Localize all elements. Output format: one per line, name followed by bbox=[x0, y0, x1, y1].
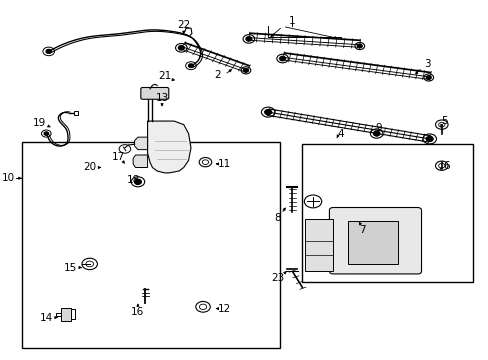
Text: 7: 7 bbox=[358, 225, 365, 235]
Polygon shape bbox=[305, 219, 333, 271]
Circle shape bbox=[46, 49, 51, 53]
Text: 16: 16 bbox=[131, 307, 144, 317]
Bar bbox=[22, 143, 280, 348]
Text: 5: 5 bbox=[440, 116, 447, 126]
Circle shape bbox=[264, 110, 271, 114]
Circle shape bbox=[245, 37, 251, 41]
Text: 22: 22 bbox=[177, 19, 190, 30]
Text: 2: 2 bbox=[214, 69, 221, 80]
Polygon shape bbox=[134, 137, 147, 150]
Circle shape bbox=[426, 76, 430, 79]
Circle shape bbox=[373, 131, 379, 136]
Circle shape bbox=[44, 132, 48, 135]
Text: 19: 19 bbox=[32, 118, 45, 128]
Text: 10: 10 bbox=[2, 173, 15, 183]
Bar bbox=[74, 111, 78, 114]
FancyBboxPatch shape bbox=[329, 207, 421, 274]
Polygon shape bbox=[147, 121, 191, 173]
Text: 6: 6 bbox=[443, 161, 449, 171]
Text: 9: 9 bbox=[375, 123, 382, 133]
Text: 4: 4 bbox=[337, 129, 343, 139]
Text: 18: 18 bbox=[126, 175, 140, 185]
Bar bbox=[61, 307, 71, 321]
Text: 20: 20 bbox=[83, 162, 96, 172]
Text: 15: 15 bbox=[63, 262, 77, 273]
FancyBboxPatch shape bbox=[141, 87, 168, 99]
Circle shape bbox=[134, 179, 141, 184]
Circle shape bbox=[243, 68, 248, 72]
Text: 11: 11 bbox=[218, 159, 231, 169]
Bar bbox=[301, 144, 472, 282]
Polygon shape bbox=[133, 155, 147, 167]
Text: 21: 21 bbox=[158, 71, 171, 81]
Circle shape bbox=[357, 44, 362, 48]
Circle shape bbox=[426, 136, 432, 141]
Text: 1: 1 bbox=[288, 16, 295, 26]
Text: 17: 17 bbox=[112, 152, 125, 162]
Text: 23: 23 bbox=[271, 273, 284, 283]
Bar bbox=[347, 221, 398, 264]
Circle shape bbox=[279, 57, 285, 61]
Circle shape bbox=[188, 64, 193, 67]
Text: 13: 13 bbox=[155, 93, 168, 103]
Text: 3: 3 bbox=[423, 59, 430, 69]
Text: 12: 12 bbox=[218, 303, 231, 314]
Circle shape bbox=[178, 46, 184, 50]
Text: 8: 8 bbox=[274, 212, 281, 222]
Text: 14: 14 bbox=[40, 312, 53, 323]
